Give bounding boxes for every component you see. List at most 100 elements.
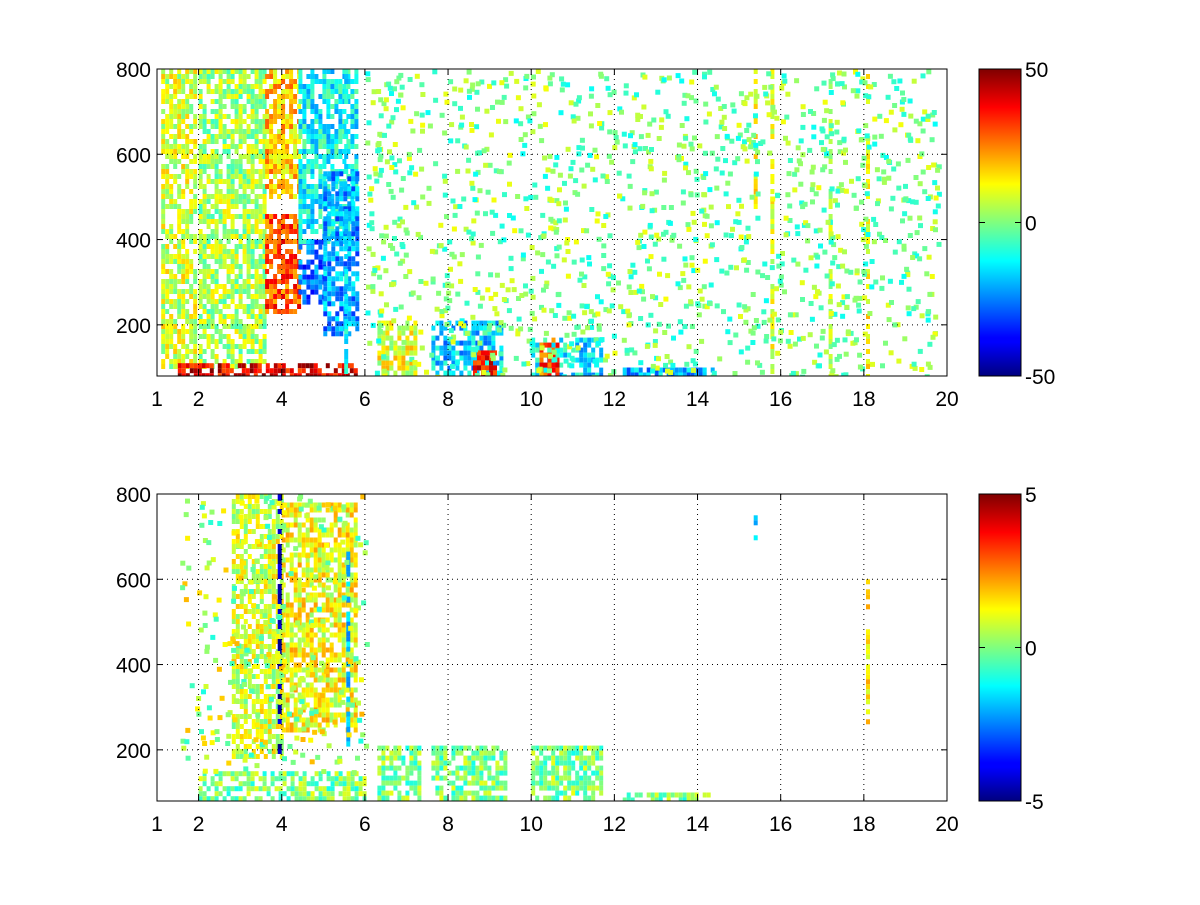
heatmap-cell [248,694,252,699]
heatmap-cell [247,334,251,339]
heatmap-cell [181,354,185,359]
heatmap-cell [215,139,219,144]
heatmap-cell [289,89,293,94]
heatmap-cell [811,134,816,139]
heatmap-cell [409,331,413,336]
heatmap-cell [219,104,223,109]
heatmap-cell [302,688,306,693]
heatmap-cell [433,161,438,166]
heatmap-cell [314,194,318,199]
heatmap-cell [189,269,193,274]
heatmap-cell [251,309,255,314]
heatmap-cell [413,346,417,351]
heatmap-cell [475,326,479,331]
heatmap-cell [439,346,443,351]
heatmap-cell [370,289,375,294]
heatmap-cell [223,194,227,199]
heatmap-cell [173,329,177,334]
heatmap-cell [244,609,248,614]
heatmap-cell [265,139,269,144]
heatmap-cell [322,124,326,129]
heatmap-cell [223,254,227,259]
heatmap-cell [896,161,901,166]
heatmap-cell [185,264,189,269]
heatmap-cell [628,290,633,295]
heatmap-cell [252,684,256,689]
heatmap-cell [235,244,239,249]
heatmap-cell [540,373,544,378]
heatmap-cell [338,124,342,129]
heatmap-cell [344,219,348,224]
heatmap-cell [628,206,633,211]
heatmap-cell [648,159,653,164]
heatmap-cell [289,289,293,294]
heatmap-cell [177,194,181,199]
heatmap-cell [475,331,479,336]
heatmap-cell [302,189,306,194]
heatmap-cell [927,292,932,297]
heatmap-cell [392,220,397,225]
heatmap-cell [185,69,189,74]
heatmap-cell [310,224,314,229]
heatmap-cell [177,79,181,84]
heatmap-cell [715,134,720,139]
heatmap-cell [298,290,302,295]
heatmap-cell [173,254,177,259]
heatmap-cell [426,110,431,115]
heatmap-cell [211,109,215,114]
heatmap-cell [866,359,870,364]
heatmap-cell [298,368,302,373]
heatmap-cell [269,144,273,149]
heatmap-cell [235,129,239,134]
heatmap-cell [619,110,624,115]
heatmap-cell [351,221,355,226]
heatmap-cell [868,84,873,89]
heatmap-cell [607,129,612,134]
heatmap-cell [256,684,260,689]
heatmap-cell [549,308,554,313]
heatmap-cell [181,264,185,269]
heatmap-cell [256,729,260,734]
heatmap-cell [509,266,514,271]
heatmap-cell [177,299,181,304]
heatmap-cell [463,341,467,346]
heatmap-cell [235,159,239,164]
heatmap-cell [293,84,297,89]
heatmap-cell [326,363,330,368]
heatmap-cell [326,129,330,134]
heatmap-cell [251,159,255,164]
heatmap-cell [235,114,239,119]
heatmap-cell [248,509,252,514]
heatmap-cell [277,309,281,314]
heatmap-cell [255,229,259,234]
heatmap-cell [298,523,302,528]
heatmap-cell [244,529,248,534]
heatmap-cell [177,209,181,214]
heatmap-cell [255,224,259,229]
heatmap-cell [314,79,318,84]
heatmap-cell [547,368,552,373]
x-tick-label: 4 [276,388,288,411]
heatmap-cell [193,249,197,254]
heatmap-cell [906,305,911,310]
heatmap-cell [211,139,215,144]
heatmap-cell [491,346,495,351]
heatmap-cell [477,341,482,346]
heatmap-cell [322,74,326,79]
heatmap-cell [729,233,734,238]
heatmap-cell [260,644,264,649]
heatmap-cell [306,149,310,154]
heatmap-cell [306,134,310,139]
heatmap-cell [302,109,306,114]
heatmap-cell [161,164,165,169]
heatmap-cell [872,135,877,140]
heatmap-cell [609,160,614,165]
heatmap-cell [266,363,270,368]
heatmap-cell [181,114,185,119]
heatmap-cell [185,104,189,109]
heatmap-cell [239,124,243,129]
heatmap-cell [199,349,203,354]
heatmap-cell [235,289,239,294]
heatmap-cell [458,279,463,284]
heatmap-cell [193,279,197,284]
